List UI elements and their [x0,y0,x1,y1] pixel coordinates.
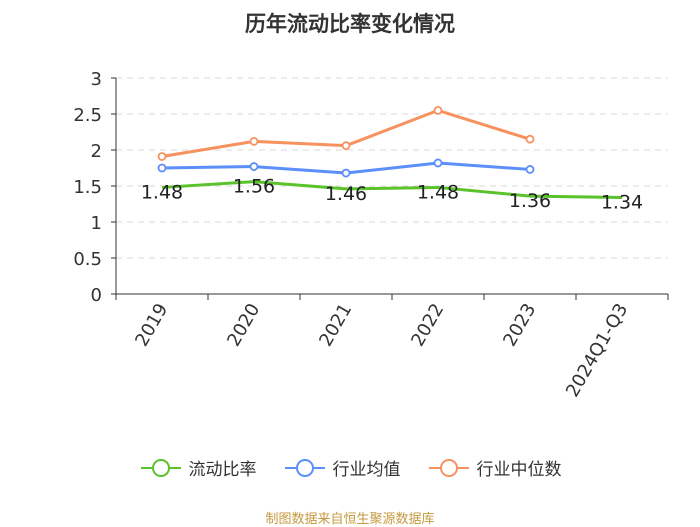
x-tick-label: 2024Q1-Q3 [562,300,632,401]
source-note: 制图数据来自恒生聚源数据库 [265,512,435,527]
data-point [433,106,443,115]
legend-label: 行业均值 [332,460,401,480]
data-point [157,163,167,173]
y-tick-label: 0.5 [73,249,102,270]
data-point [249,136,259,146]
data-point [341,168,351,178]
x-tick-label: 2021 [315,300,356,350]
data-label: 1.34 [601,192,643,214]
data-label: 1.46 [325,183,367,205]
data-point [433,158,443,168]
legend-marker-icon [428,458,469,477]
y-tick-label: 2.5 [73,105,102,126]
data-point [525,165,535,174]
legend-label: 流动比率 [188,460,257,480]
y-tick-label: 1 [91,213,102,234]
data-point [525,134,535,144]
chart-title: 历年流动比率变化情况 [245,12,455,36]
data-label: 1.56 [233,176,275,198]
data-point [249,162,259,171]
x-tick-label: 2019 [131,300,172,350]
legend: 流动比率 行业均值 行业中位数 [0,455,700,480]
y-tick-label: 1.5 [73,177,102,198]
data-point [157,152,167,161]
legend-item[interactable]: 行业中位数 [427,455,562,480]
data-label: 1.48 [141,181,183,203]
y-tick-label: 0 [91,285,102,306]
y-tick-label: 3 [91,69,102,90]
data-label: 1.36 [509,190,551,212]
legend-marker-icon [284,458,325,477]
series-line [161,180,623,200]
legend-marker-icon [140,458,181,477]
legend-label: 行业中位数 [476,460,562,480]
data-point [341,141,351,151]
legend-item[interactable]: 流动比率 [139,455,257,480]
y-tick-label: 2 [91,141,102,162]
x-tick-label: 2022 [407,300,448,350]
legend-item[interactable]: 行业均值 [283,455,401,480]
x-tick-label: 2020 [223,300,264,350]
data-label: 1.48 [417,181,459,203]
x-tick-label: 2023 [499,300,540,350]
